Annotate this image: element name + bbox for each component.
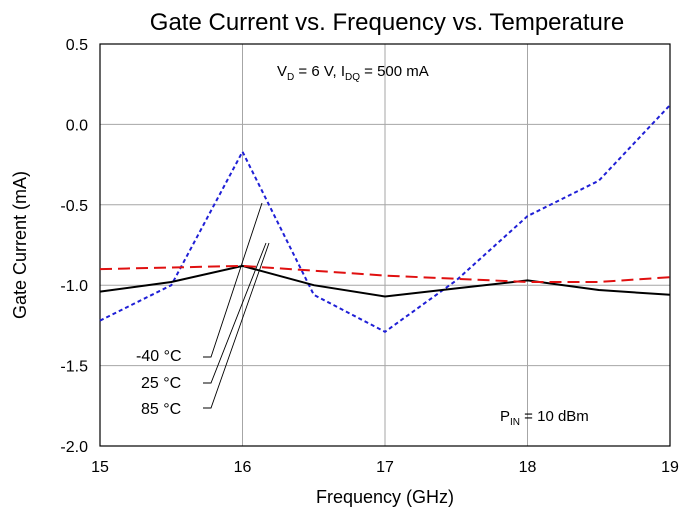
- y-tick-labels: 0.5 0.0 -0.5 -1.0 -1.5 -2.0: [60, 37, 88, 456]
- pin-subscript: IN: [510, 417, 520, 428]
- idq-subscript: DQ: [345, 72, 360, 83]
- pin-value: = 10 dBm: [520, 408, 589, 425]
- series-line-1: [99, 264, 671, 298]
- series-layer: [99, 104, 671, 333]
- x-tick-label: 16: [234, 459, 252, 476]
- series-line-2: [99, 264, 671, 283]
- legend-label-minus40: -40 °C: [136, 348, 182, 365]
- x-tick-label: 15: [91, 459, 109, 476]
- pin-annotation: PIN = 10 dBm: [500, 408, 589, 428]
- conditions-annotation: VD = 6 V, IDQ = 500 mA: [277, 63, 429, 83]
- legend-label-85: 85 °C: [141, 401, 181, 418]
- grid: [100, 44, 670, 446]
- leader-line-minus40: [203, 202, 263, 358]
- x-tick-label: 18: [519, 459, 537, 476]
- legend-label-25: 25 °C: [141, 375, 181, 392]
- x-tick-label: 17: [376, 459, 394, 476]
- plot-frame: [99, 43, 671, 447]
- y-tick-label: -1.5: [60, 359, 88, 376]
- leader-line-25: [203, 242, 267, 384]
- y-tick-label: -1.0: [60, 278, 88, 295]
- series-line-0: [99, 104, 671, 333]
- chart-title: Gate Current vs. Frequency vs. Temperatu…: [150, 9, 624, 36]
- vd-symbol: V: [277, 63, 287, 80]
- leader-line-85: [203, 242, 270, 409]
- vd-value: = 6 V, I: [294, 63, 345, 80]
- x-axis-label: Frequency (GHz): [316, 487, 454, 507]
- x-tick-label: 19: [661, 459, 679, 476]
- y-tick-label: 0.0: [66, 117, 88, 134]
- idq-value: = 500 mA: [360, 63, 429, 80]
- x-tick-labels: 15 16 17 18 19: [91, 459, 679, 476]
- y-tick-label: -0.5: [60, 198, 88, 215]
- vd-subscript: D: [287, 72, 294, 83]
- y-tick-label: 0.5: [66, 37, 88, 54]
- legend: -40 °C 25 °C 85 °C: [136, 202, 270, 418]
- y-axis-label: Gate Current (mA): [10, 171, 30, 319]
- pin-symbol: P: [500, 408, 510, 425]
- y-tick-label: -2.0: [60, 439, 88, 456]
